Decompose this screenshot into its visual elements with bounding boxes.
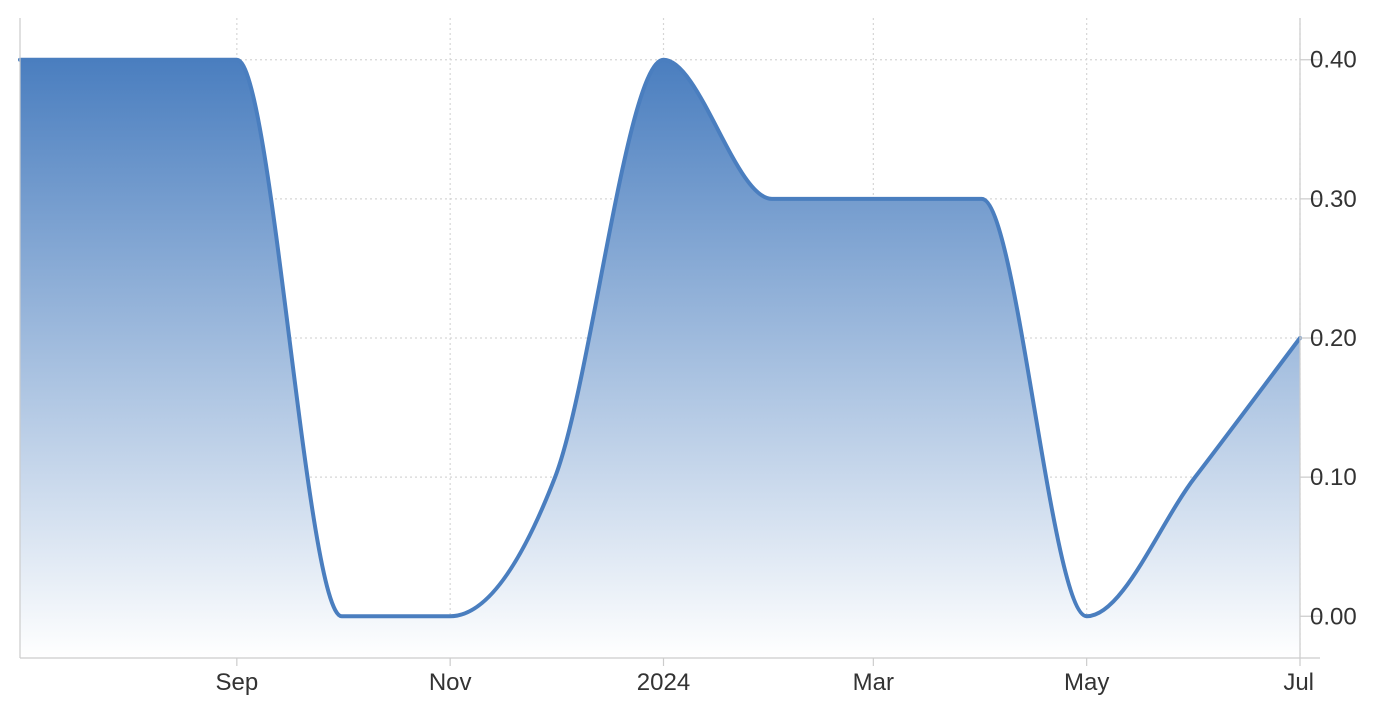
x-tick-label: Jul xyxy=(1283,669,1314,696)
y-tick-label: 0.20 xyxy=(1310,325,1357,352)
series-line xyxy=(18,57,1302,619)
y-tick-label: 0.40 xyxy=(1310,47,1357,74)
y-tick-label: 0.00 xyxy=(1310,603,1357,630)
axes xyxy=(19,18,1322,666)
x-tick-label: Sep xyxy=(215,669,258,696)
x-axis-labels: Sep Nov 2024 Mar May Jul xyxy=(215,669,1314,696)
series-area-fill xyxy=(20,59,1300,658)
y-axis-labels: 0.40 0.30 0.20 0.10 0.00 xyxy=(1310,47,1357,631)
y-tick-label: 0.10 xyxy=(1310,464,1357,491)
area-layer xyxy=(18,57,1302,658)
x-tick-label: May xyxy=(1064,669,1109,696)
y-tick-label: 0.30 xyxy=(1310,186,1357,213)
x-tick-label: Mar xyxy=(853,669,894,696)
x-tick-label: 2024 xyxy=(637,669,690,696)
x-tick-label: Nov xyxy=(429,669,472,696)
